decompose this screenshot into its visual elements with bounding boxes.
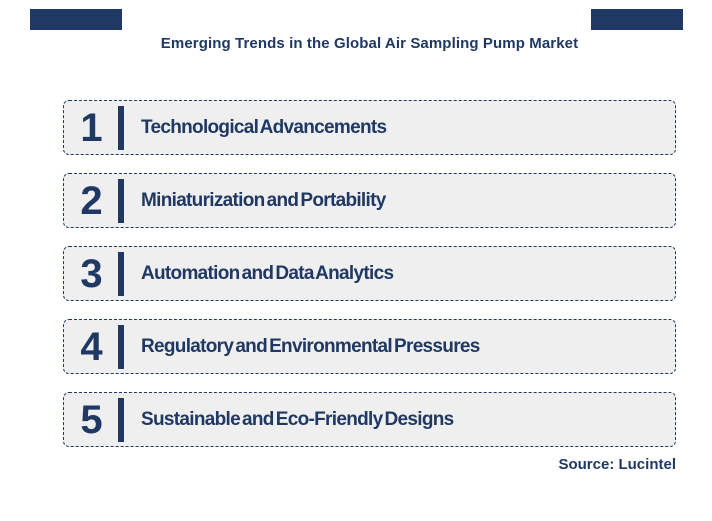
trend-label: Miniaturization and Portability: [141, 189, 386, 211]
trend-number: 2: [80, 178, 102, 223]
page-title: Emerging Trends in the Global Air Sampli…: [160, 35, 579, 52]
trend-label: Automation and Data Analytics: [141, 262, 394, 284]
trend-label: Technological Advancements: [141, 116, 387, 138]
trend-divider: [118, 324, 124, 369]
trend-row: 4 Regulatory and Environmental Pressures: [63, 319, 676, 374]
trend-number: 3: [80, 251, 102, 296]
trend-number: 1: [80, 105, 102, 150]
corner-accent-left: [30, 9, 122, 30]
corner-accent-right: [591, 9, 683, 30]
trend-row: 3 Automation and Data Analytics: [63, 246, 676, 301]
trend-list: 1 Technological Advancements 2 Miniaturi…: [63, 100, 676, 465]
trend-divider: [118, 105, 124, 150]
trend-divider: [118, 178, 124, 223]
trend-row: 5 Sustainable and Eco-Friendly Designs: [63, 392, 676, 447]
trend-row: 2 Miniaturization and Portability: [63, 173, 676, 228]
trend-divider: [118, 251, 124, 296]
trend-row: 1 Technological Advancements: [63, 100, 676, 155]
trend-number: 4: [80, 324, 102, 369]
trend-label: Sustainable and Eco-Friendly Designs: [141, 408, 454, 430]
source-credit: Source: Lucintel: [558, 456, 676, 473]
trend-divider: [118, 397, 124, 442]
trend-number: 5: [80, 397, 102, 442]
trend-label: Regulatory and Environmental Pressures: [141, 335, 480, 357]
